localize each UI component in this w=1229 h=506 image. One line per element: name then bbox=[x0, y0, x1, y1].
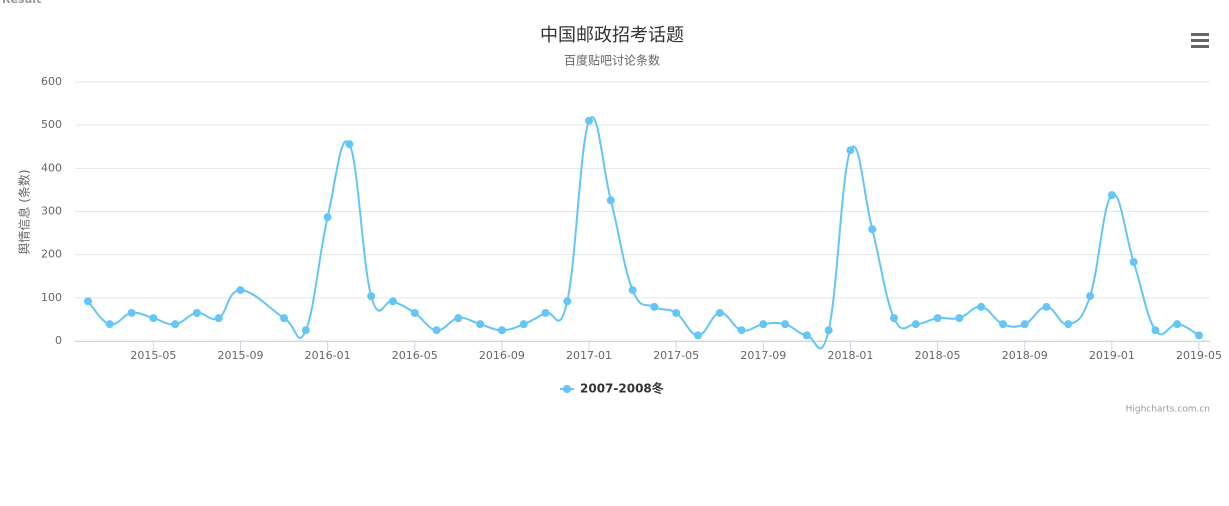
data-point bbox=[454, 314, 463, 323]
x-tick-label: 2019-01 bbox=[1089, 349, 1135, 362]
data-point bbox=[737, 326, 746, 335]
data-point bbox=[149, 314, 158, 323]
data-point bbox=[672, 308, 681, 317]
x-tick-label: 2018-01 bbox=[827, 349, 873, 362]
data-point bbox=[192, 308, 201, 317]
data-point bbox=[345, 140, 354, 149]
data-point bbox=[1020, 320, 1029, 329]
data-point bbox=[388, 297, 397, 306]
data-point bbox=[541, 308, 550, 317]
data-point bbox=[890, 314, 899, 323]
data-point bbox=[105, 320, 114, 329]
x-tick-label: 2017-05 bbox=[653, 349, 699, 362]
data-point bbox=[585, 116, 594, 125]
data-point bbox=[955, 314, 964, 323]
x-tick-label: 2016-01 bbox=[305, 349, 351, 362]
data-point bbox=[323, 213, 332, 222]
y-tick-label: 500 bbox=[41, 118, 62, 131]
data-point bbox=[84, 297, 92, 306]
data-point bbox=[715, 308, 724, 317]
data-point bbox=[476, 320, 485, 329]
data-point bbox=[693, 331, 702, 340]
data-point bbox=[824, 326, 833, 335]
y-tick-label: 200 bbox=[41, 248, 62, 261]
data-point bbox=[214, 314, 223, 323]
x-tick-label: 2016-09 bbox=[479, 349, 525, 362]
chart-title: 中国邮政招考话题 bbox=[540, 25, 684, 46]
data-point bbox=[1107, 191, 1116, 200]
data-point bbox=[868, 225, 877, 234]
data-point bbox=[236, 286, 245, 295]
x-tick-label: 2017-09 bbox=[740, 349, 786, 362]
data-point bbox=[846, 146, 855, 155]
data-point bbox=[606, 196, 615, 205]
data-point bbox=[628, 286, 637, 295]
y-tick-label: 0 bbox=[55, 334, 62, 347]
data-point bbox=[127, 308, 136, 317]
x-tick-label: 2015-05 bbox=[130, 349, 176, 362]
data-point bbox=[1129, 258, 1138, 267]
data-point bbox=[410, 308, 419, 317]
x-tick-label: 2015-09 bbox=[218, 349, 264, 362]
y-axis-label: 舆情信息 (条数) bbox=[17, 169, 32, 254]
data-point bbox=[171, 320, 180, 329]
y-tick-label: 400 bbox=[41, 161, 62, 174]
x-tick-label: 2018-09 bbox=[1002, 349, 1048, 362]
chart-subtitle: 百度贴吧讨论条数 bbox=[564, 53, 660, 68]
data-point bbox=[998, 320, 1007, 329]
data-point bbox=[563, 297, 572, 306]
data-point bbox=[432, 326, 441, 335]
y-tick-label: 100 bbox=[41, 291, 62, 304]
data-point bbox=[977, 302, 986, 311]
y-tick-label: 600 bbox=[41, 75, 62, 88]
data-point bbox=[1042, 302, 1051, 311]
credits: Highcharts.com.cn bbox=[1126, 405, 1210, 415]
x-tick-label: 2019-05 bbox=[1176, 349, 1222, 362]
data-point bbox=[367, 292, 376, 301]
data-point bbox=[650, 302, 659, 311]
data-point bbox=[301, 326, 310, 335]
data-point bbox=[802, 331, 811, 340]
y-tick-label: 300 bbox=[41, 205, 62, 218]
data-point bbox=[1151, 326, 1160, 335]
menu-icon[interactable] bbox=[1191, 33, 1209, 48]
legend-label: 2007-2008冬 bbox=[580, 381, 664, 396]
data-point bbox=[933, 314, 942, 323]
data-point bbox=[497, 326, 506, 335]
data-point bbox=[1173, 320, 1182, 329]
series-line bbox=[87, 116, 1200, 350]
x-tick-label: 2017-01 bbox=[566, 349, 612, 362]
result-label: Result bbox=[2, 0, 41, 6]
data-point bbox=[1195, 331, 1203, 340]
data-point bbox=[1064, 320, 1073, 329]
data-point bbox=[781, 320, 790, 329]
data-point bbox=[1086, 292, 1095, 301]
x-tick-label: 2018-05 bbox=[915, 349, 961, 362]
data-point bbox=[280, 314, 289, 323]
legend-marker bbox=[563, 385, 571, 393]
data-point bbox=[519, 320, 528, 329]
data-point bbox=[911, 320, 920, 329]
data-point bbox=[759, 320, 768, 329]
x-tick-label: 2016-05 bbox=[392, 349, 438, 362]
